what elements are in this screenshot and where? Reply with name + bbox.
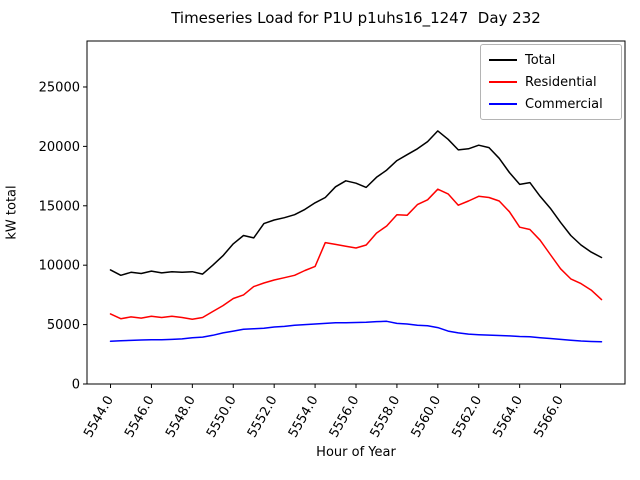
legend-item-commercial: Commercial xyxy=(489,95,613,113)
x-tick-label: 5554.0 xyxy=(286,394,322,441)
y-tick-label: 25000 xyxy=(39,80,80,95)
legend-line-sample-total xyxy=(489,59,517,61)
series-line-residential xyxy=(109,188,603,320)
x-tick-label: 5562.0 xyxy=(449,394,485,441)
legend-label-total: Total xyxy=(525,52,556,68)
legend-label-residential: Residential xyxy=(525,74,597,90)
x-tick-label: 5548.0 xyxy=(163,394,199,441)
x-axis-label: Hour of Year xyxy=(316,445,396,460)
x-tick-label: 5546.0 xyxy=(122,394,158,441)
x-tick-label: 5564.0 xyxy=(490,394,526,441)
legend-line-sample-residential xyxy=(489,81,517,83)
x-tick-label: 5556.0 xyxy=(327,394,363,441)
y-tick-label: 20000 xyxy=(39,140,80,155)
x-tick-label: 5552.0 xyxy=(245,394,281,441)
y-tick-label: 0 xyxy=(72,378,80,393)
x-tick-label: 5558.0 xyxy=(368,394,404,441)
x-tick-label: 5544.0 xyxy=(81,394,117,441)
x-tick-label: 5550.0 xyxy=(204,394,240,441)
legend-line-sample-commercial xyxy=(489,103,517,105)
legend-item-total: Total xyxy=(489,51,613,69)
x-tick-label: 5560.0 xyxy=(409,394,445,441)
y-tick-label: 15000 xyxy=(39,199,80,214)
series-line-commercial xyxy=(109,320,603,343)
chart-title: Timeseries Load for P1U p1uhs16_1247 Day… xyxy=(171,9,541,27)
legend: Total Residential Commercial xyxy=(480,44,622,120)
series-line-total xyxy=(109,130,603,277)
x-tick-label: 5566.0 xyxy=(531,394,567,441)
legend-item-residential: Residential xyxy=(489,73,613,91)
legend-label-commercial: Commercial xyxy=(525,96,603,112)
y-tick-label: 10000 xyxy=(39,259,80,274)
y-tick-label: 5000 xyxy=(47,318,80,333)
